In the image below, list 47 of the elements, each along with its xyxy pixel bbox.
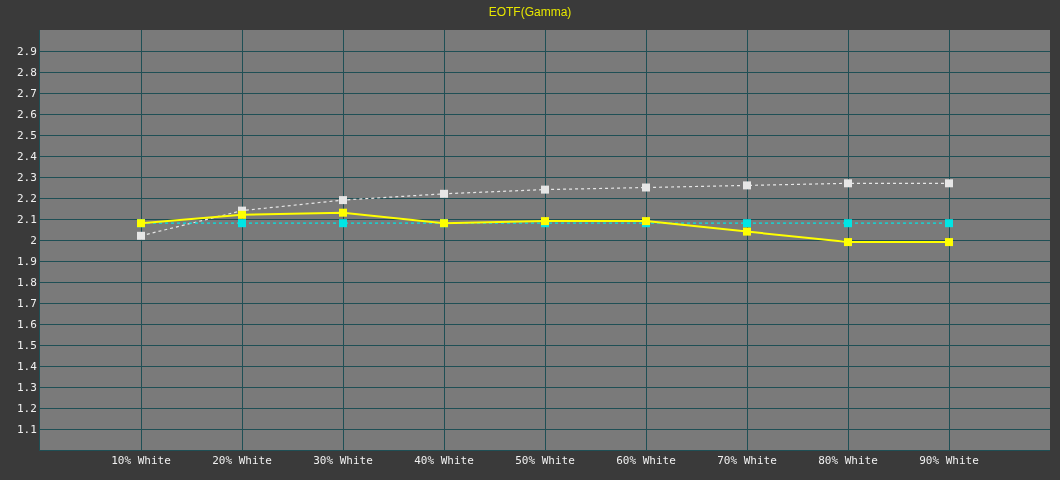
y-tick-label: 2.5 xyxy=(16,128,37,142)
point xyxy=(238,210,246,219)
y-tick-label: 2.6 xyxy=(16,107,37,121)
point xyxy=(945,179,953,188)
y-tick-label: 2 xyxy=(30,233,37,247)
point xyxy=(743,219,751,228)
y-tick-label: 2.1 xyxy=(16,212,37,226)
x-tick-label: 60% White xyxy=(616,454,676,468)
x-tick-label: 90% White xyxy=(919,454,979,468)
point xyxy=(743,227,751,236)
point xyxy=(541,185,549,194)
point xyxy=(844,219,852,228)
y-tick-label: 1.5 xyxy=(16,338,37,352)
x-tick-label: 10% White xyxy=(111,454,171,468)
x-tick-label: 50% White xyxy=(515,454,575,468)
y-tick-label: 1.7 xyxy=(16,296,37,310)
x-tick-label: 30% White xyxy=(313,454,373,468)
x-tick-label: 70% White xyxy=(717,454,777,468)
point xyxy=(945,219,953,228)
y-tick-label: 2.4 xyxy=(16,149,38,163)
y-tick-label: 1.2 xyxy=(16,401,37,415)
y-tick-label: 1.6 xyxy=(16,317,37,331)
point xyxy=(642,183,650,192)
y-tick-label: 1.3 xyxy=(16,380,37,394)
x-tick-label: 20% White xyxy=(212,454,272,468)
point xyxy=(339,196,347,205)
y-tick-label: 2.2 xyxy=(16,191,37,205)
y-tick-label: 2.8 xyxy=(16,65,37,79)
y-tick-label: 1.8 xyxy=(16,275,37,289)
x-tick-label: 80% White xyxy=(818,454,878,468)
y-tick-label: 1.1 xyxy=(16,422,37,436)
point xyxy=(238,219,246,228)
point xyxy=(137,231,145,240)
y-tick-label: 1.9 xyxy=(16,254,37,268)
point xyxy=(339,219,347,228)
x-tick-label: 40% White xyxy=(414,454,474,468)
y-tick-label: 2.9 xyxy=(16,44,37,58)
chart-title: EOTF(Gamma) xyxy=(488,4,572,19)
point xyxy=(844,179,852,188)
point xyxy=(743,181,751,190)
y-tick-label: 2.7 xyxy=(16,86,37,100)
point xyxy=(844,238,852,247)
point xyxy=(339,208,347,217)
y-tick-label: 1.4 xyxy=(16,359,38,373)
point xyxy=(945,238,953,247)
y-tick-label: 2.3 xyxy=(16,170,37,184)
point xyxy=(440,189,448,198)
